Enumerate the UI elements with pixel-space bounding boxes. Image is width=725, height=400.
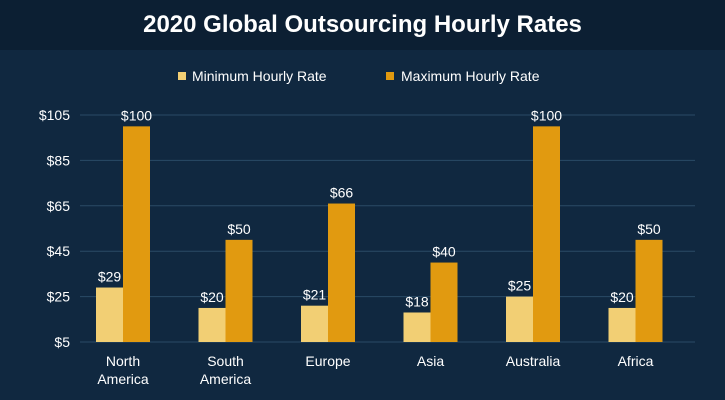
y-axis-ticks: $5 $25 $45 $65 $85 $105: [39, 107, 70, 350]
y-tick-label: $65: [47, 198, 71, 214]
data-label: $20: [200, 289, 224, 305]
x-axis-categories: North America South America Europe Asia Austra…: [97, 353, 653, 387]
title-band: [0, 0, 725, 50]
data-label: $100: [531, 107, 562, 123]
x-category-label: America: [200, 371, 252, 387]
data-label: $66: [330, 185, 354, 201]
bar-minimum-rate: [506, 296, 533, 342]
x-category-label: Africa: [618, 353, 654, 369]
bar-minimum-rate: [608, 307, 636, 342]
x-category-label: America: [97, 371, 149, 387]
data-label: $18: [405, 293, 429, 309]
bar-maximum-rate: [635, 239, 663, 342]
bar-maximum-rate: [430, 262, 458, 342]
chart-title: 2020 Global Outsourcing Hourly Rates: [143, 11, 582, 38]
data-label: $25: [508, 278, 532, 294]
x-category-label: Australia: [506, 353, 561, 369]
x-category-label: South: [207, 353, 244, 369]
legend: Minimum Hourly Rate Maximum Hourly Rate: [178, 68, 540, 84]
y-tick-label: $5: [54, 334, 70, 350]
bar-minimum-rate: [403, 312, 431, 342]
data-label: $100: [121, 107, 152, 123]
data-label: $20: [610, 289, 634, 305]
data-label: $21: [303, 287, 327, 303]
bar-minimum-rate: [301, 305, 328, 342]
data-label: $50: [637, 221, 661, 237]
y-tick-label: $105: [39, 107, 70, 123]
x-category-label: Asia: [417, 353, 444, 369]
y-tick-label: $45: [47, 243, 71, 259]
x-category-label: Europe: [305, 353, 350, 369]
data-label: $50: [227, 221, 251, 237]
data-label: $29: [98, 269, 122, 285]
bar-minimum-rate: [96, 287, 123, 342]
y-tick-label: $25: [47, 289, 71, 305]
bar-minimum-rate: [198, 307, 226, 342]
x-category-label: North: [106, 353, 140, 369]
bar-maximum-rate: [225, 239, 253, 342]
bar-maximum-rate: [533, 126, 560, 342]
legend-swatch-maximum: [386, 72, 394, 80]
bar-maximum-rate: [123, 126, 150, 342]
legend-label-maximum: Maximum Hourly Rate: [401, 68, 540, 84]
legend-label-minimum: Minimum Hourly Rate: [192, 68, 327, 84]
bars: [96, 126, 663, 342]
legend-swatch-minimum: [178, 72, 186, 80]
y-tick-label: $85: [47, 152, 71, 168]
bar-maximum-rate: [328, 203, 355, 342]
gridlines: [80, 114, 695, 343]
data-labels: $29 $100 $20 $50 $21 $66 $18 $40 $25 $100 $20 $50: [98, 107, 661, 309]
data-label: $40: [432, 244, 456, 260]
